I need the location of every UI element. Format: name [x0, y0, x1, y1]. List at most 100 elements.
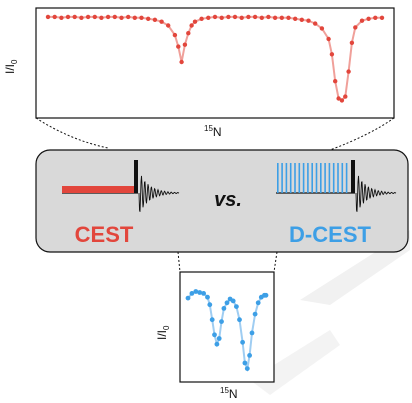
data-point	[252, 14, 258, 20]
fid-trace	[355, 175, 397, 212]
dcest-pulse	[307, 163, 309, 193]
data-point	[249, 330, 255, 336]
series-line	[48, 15, 382, 102]
data-point	[132, 15, 137, 20]
data-point	[247, 353, 253, 358]
cest-pulse-sequence	[62, 160, 180, 212]
cest-label: CEST	[75, 222, 134, 247]
data-point	[72, 14, 77, 20]
dcest-pulse	[285, 163, 288, 193]
data-point	[159, 19, 164, 24]
top-plot-frame	[35, 7, 395, 119]
data-point	[259, 15, 264, 20]
dcest-readout-pulse	[351, 160, 355, 193]
series-line	[187, 290, 266, 373]
cest-saturation-block	[62, 186, 134, 193]
data-point	[212, 14, 218, 20]
data-point	[166, 23, 171, 28]
connector-bottom-left	[177, 251, 181, 273]
data-point	[244, 366, 250, 371]
dcest-pulse	[320, 163, 322, 193]
data-point	[255, 300, 261, 306]
data-point	[105, 14, 111, 20]
data-point	[237, 317, 242, 323]
dcest-pulse	[281, 163, 283, 193]
data-point	[224, 300, 230, 306]
data-point	[226, 14, 231, 20]
data-point	[119, 15, 124, 20]
data-point	[366, 16, 371, 21]
data-point	[176, 44, 181, 49]
data-point	[59, 15, 64, 20]
data-point	[333, 79, 338, 84]
data-point	[219, 319, 224, 324]
data-point	[339, 98, 345, 103]
dcest-pulse	[332, 163, 335, 193]
data-point	[242, 360, 248, 366]
dcest-pulse	[302, 163, 305, 193]
data-point	[85, 14, 91, 20]
data-point	[65, 14, 71, 20]
data-point	[99, 15, 104, 20]
data-point	[45, 14, 51, 20]
dcest-label: D-CEST	[289, 222, 371, 247]
top-plot-series	[45, 14, 385, 103]
data-point	[209, 317, 215, 323]
top-y-axis-label: I/I0	[3, 59, 19, 74]
data-point	[336, 96, 341, 101]
data-point	[329, 52, 335, 57]
data-point	[126, 14, 131, 20]
data-point	[179, 59, 184, 65]
data-point	[299, 17, 304, 22]
data-point	[359, 18, 365, 23]
dcest-pulse-train	[277, 163, 348, 193]
data-point	[263, 292, 269, 298]
dcest-pulse	[328, 163, 331, 193]
fid-trace	[138, 175, 180, 212]
data-point	[286, 15, 291, 20]
data-point	[146, 16, 151, 21]
dcest-pulse	[337, 163, 339, 193]
dcest-pulse	[277, 163, 279, 193]
bottom-x-axis-label: 15N	[220, 386, 238, 401]
data-point	[189, 23, 194, 28]
data-point	[306, 18, 311, 23]
data-point	[319, 26, 325, 31]
data-point	[219, 15, 224, 20]
data-point	[373, 15, 378, 20]
data-point	[79, 15, 84, 20]
comparison-panel	[35, 149, 409, 253]
data-point	[139, 15, 144, 20]
data-point	[152, 17, 158, 22]
dcest-pulse	[315, 163, 318, 193]
data-point	[240, 339, 246, 345]
data-point	[172, 32, 178, 38]
dcest-pulse	[324, 163, 326, 193]
dcest-pulse-sequence	[276, 160, 397, 212]
dcest-pulse	[311, 163, 313, 193]
data-point	[353, 25, 358, 30]
data-point	[52, 14, 57, 20]
data-point	[230, 298, 236, 304]
data-point	[182, 42, 188, 47]
data-point	[239, 15, 244, 20]
data-point	[232, 14, 238, 20]
data-point	[326, 36, 331, 42]
dcest-pulse	[298, 163, 301, 193]
data-point	[186, 31, 191, 36]
bottom-plot-frame	[179, 271, 275, 383]
dcest-fid-signal	[355, 175, 397, 212]
bottom-y-axis-label: I/I0	[155, 325, 171, 340]
bottom-plot-series	[185, 289, 269, 373]
data-point	[246, 14, 251, 20]
data-point	[92, 14, 98, 20]
data-point	[206, 15, 211, 20]
dcest-pulse	[345, 163, 348, 193]
data-point	[207, 302, 213, 308]
data-point	[197, 290, 203, 295]
data-point	[112, 14, 118, 20]
vs-label: vs.	[214, 189, 242, 211]
dcest-pulse	[294, 163, 296, 193]
data-point	[234, 304, 239, 309]
